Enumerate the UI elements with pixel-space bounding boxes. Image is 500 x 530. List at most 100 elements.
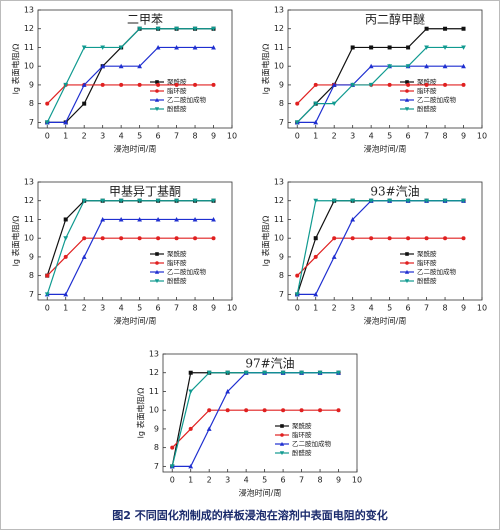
legend-label: 脂环胺: [417, 86, 437, 95]
y-tick-label: 13: [274, 178, 284, 187]
x-tick-label: 6: [156, 132, 161, 141]
y-tick-label: 9: [279, 252, 284, 261]
legend-marker: [404, 269, 410, 274]
x-tick-label: 8: [443, 132, 448, 141]
series-line: [172, 372, 339, 467]
data-point: [155, 45, 161, 50]
x-tick-label: 3: [225, 476, 230, 485]
y-tick-label: 9: [279, 80, 284, 89]
y-tick-label: 13: [149, 350, 159, 359]
x-tick-label: 5: [387, 304, 392, 313]
data-point: [294, 292, 300, 297]
data-point: [82, 236, 87, 241]
y-tick-label: 8: [279, 99, 284, 108]
data-point: [63, 217, 68, 222]
legend-marker: [155, 89, 159, 93]
data-point: [225, 370, 231, 376]
x-tick-label: 10: [352, 476, 362, 485]
x-tick-label: 7: [424, 304, 429, 313]
x-tick-label: 0: [45, 304, 50, 313]
series-line: [296, 200, 464, 295]
y-tick-label: 8: [29, 99, 34, 108]
data-point: [81, 198, 87, 204]
data-point: [100, 236, 105, 241]
data-point: [424, 45, 429, 50]
legend-marker: [279, 451, 285, 456]
data-point: [206, 370, 212, 376]
x-tick-label: 9: [461, 304, 466, 313]
data-point: [188, 463, 194, 469]
x-tick-label: 9: [461, 132, 466, 141]
data-point: [243, 370, 249, 376]
x-tick-label: 0: [295, 304, 300, 313]
x-tick-label: 4: [244, 476, 249, 485]
data-point: [63, 291, 69, 297]
chart-title: 甲基异丁基酮: [109, 185, 181, 199]
data-point: [442, 198, 448, 204]
legend-marker: [280, 424, 284, 428]
x-tick-label: 7: [174, 132, 179, 141]
y-tick-label: 10: [274, 234, 284, 243]
series-line: [296, 84, 464, 105]
legend-label: 酚醛胺: [292, 448, 312, 457]
data-point: [155, 217, 161, 222]
data-point: [137, 63, 143, 69]
data-point: [156, 82, 161, 87]
data-point: [350, 45, 355, 50]
data-point: [174, 217, 179, 222]
plot-frame: [287, 181, 483, 301]
legend-label: 乙二胺加成物: [167, 267, 207, 276]
data-point: [188, 389, 194, 394]
data-point: [81, 45, 87, 50]
data-point: [336, 408, 341, 413]
x-axis-label: 浸泡时间/周: [114, 144, 157, 154]
data-point: [461, 26, 466, 31]
series-line: [297, 65, 464, 123]
y-tick-label: 13: [24, 6, 34, 15]
y-tick-label: 9: [29, 80, 34, 89]
data-point: [188, 426, 193, 431]
x-tick-label: 10: [477, 132, 487, 141]
data-point: [44, 292, 50, 297]
x-tick-label: 1: [313, 132, 318, 141]
data-point: [387, 236, 392, 241]
x-tick-label: 3: [350, 304, 355, 313]
y-axis-label: lg 表面电阻/Ω: [11, 44, 21, 95]
data-point: [405, 198, 411, 204]
data-point: [82, 101, 87, 106]
data-point: [424, 82, 429, 87]
legend-marker: [155, 80, 159, 84]
data-point: [406, 82, 411, 87]
caption: 图2 不同固化剂制成的样板浸泡在溶剂中表面电阻的变化: [112, 508, 387, 522]
data-point: [225, 408, 230, 413]
data-point: [313, 254, 318, 259]
data-point: [369, 45, 374, 50]
legend-label: 脂环胺: [167, 86, 187, 95]
data-point: [207, 408, 212, 413]
legend-marker: [154, 269, 160, 274]
data-point: [295, 101, 300, 106]
data-point: [119, 82, 124, 87]
y-tick-label: 10: [24, 234, 34, 243]
data-point: [118, 217, 124, 222]
y-tick-label: 7: [29, 118, 34, 127]
data-point: [406, 236, 411, 241]
data-point: [225, 389, 231, 394]
data-point: [63, 82, 69, 88]
data-point: [174, 82, 179, 87]
x-tick-label: 0: [170, 476, 175, 485]
data-point: [118, 198, 124, 204]
data-point: [119, 236, 124, 241]
legend-label: 乙二胺加成物: [292, 439, 332, 448]
legend-label: 聚酰胺: [167, 77, 187, 86]
legend-marker: [280, 433, 284, 437]
x-tick-label: 4: [119, 132, 124, 141]
data-point: [81, 82, 87, 87]
x-tick-label: 10: [227, 304, 237, 313]
legend-label: 乙二胺加成物: [417, 95, 457, 104]
data-point: [368, 82, 374, 88]
y-tick-label: 11: [274, 43, 284, 52]
x-axis-label: 浸泡时间/周: [239, 488, 282, 498]
